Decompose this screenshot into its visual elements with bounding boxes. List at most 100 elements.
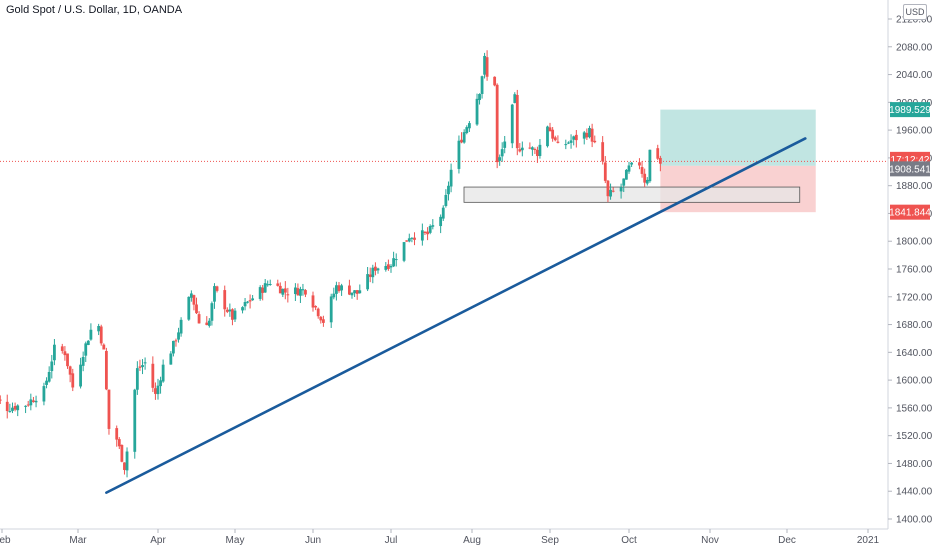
- y-tick-label: 1440.000: [896, 487, 932, 498]
- candle: [518, 143, 522, 153]
- candle: [533, 147, 537, 155]
- candle: [311, 291, 315, 312]
- candle-body: [32, 400, 35, 403]
- candle: [97, 323, 101, 336]
- x-tick-label: Aug: [463, 535, 481, 546]
- candle-body: [241, 307, 244, 311]
- candle: [384, 262, 388, 272]
- drawing-layer[interactable]: [0, 109, 888, 213]
- trendline-layer[interactable]: [105, 137, 807, 494]
- candle: [582, 130, 586, 145]
- candle: [263, 279, 267, 293]
- candle: [0, 395, 2, 404]
- candle-body: [243, 302, 247, 307]
- candle-body: [156, 385, 160, 395]
- candle-body: [609, 189, 612, 197]
- candle: [585, 128, 589, 141]
- candle: [29, 393, 33, 411]
- y-tick-label: 2120.000: [896, 15, 932, 26]
- candle-body: [29, 399, 33, 406]
- candle-body: [266, 284, 270, 286]
- candle: [53, 339, 56, 366]
- candle: [13, 402, 17, 412]
- candle: [11, 402, 14, 414]
- y-tick-label: 1800.000: [896, 237, 932, 248]
- candle: [228, 303, 232, 317]
- candle: [465, 125, 469, 135]
- candle-body: [553, 137, 557, 141]
- candle-body: [24, 405, 27, 407]
- candle: [569, 134, 573, 149]
- candle-body: [569, 140, 573, 143]
- candle: [283, 281, 287, 300]
- candle: [500, 142, 504, 162]
- candle-body: [500, 149, 504, 157]
- candle-body: [187, 296, 191, 320]
- candle-body: [585, 132, 589, 138]
- candle-body: [413, 237, 416, 240]
- candle-body: [593, 140, 597, 143]
- candle-body: [102, 344, 106, 350]
- candle: [207, 318, 211, 328]
- trendline[interactable]: [105, 137, 807, 494]
- candle: [556, 135, 560, 144]
- candle: [133, 388, 137, 459]
- candle-body: [483, 55, 486, 75]
- candle-body: [97, 326, 101, 332]
- candle: [530, 146, 534, 156]
- candle: [536, 146, 539, 163]
- candle: [337, 282, 341, 293]
- x-tick-label: Sep: [541, 535, 559, 546]
- candle-body: [405, 240, 409, 242]
- candle: [301, 283, 305, 296]
- y-tick-label: 1680.000: [896, 320, 932, 331]
- candle-body: [423, 231, 427, 233]
- candle-body: [480, 76, 484, 94]
- candle: [189, 290, 193, 302]
- candle-body: [645, 179, 649, 184]
- candle: [174, 338, 178, 347]
- currency-button[interactable]: USD: [903, 4, 927, 20]
- candle: [374, 262, 377, 276]
- candle: [296, 283, 300, 296]
- candle: [515, 89, 519, 156]
- candle-body: [189, 293, 193, 298]
- candle-body: [444, 194, 448, 206]
- candle-body: [177, 332, 180, 340]
- support-zone-box[interactable]: [463, 186, 801, 203]
- candle-body: [520, 147, 524, 151]
- candle-body: [389, 265, 393, 268]
- candle: [355, 289, 359, 300]
- candle: [5, 394, 9, 419]
- candle-body: [117, 439, 121, 447]
- candle: [444, 189, 448, 208]
- candle: [593, 135, 597, 144]
- candle-body: [538, 144, 542, 156]
- candle: [210, 301, 214, 326]
- candle: [546, 125, 549, 148]
- candle: [223, 285, 227, 317]
- candle-body: [410, 237, 414, 239]
- candle: [405, 240, 409, 242]
- candle: [353, 290, 356, 297]
- candle-body: [374, 266, 377, 271]
- candle: [304, 289, 307, 298]
- candle: [251, 295, 255, 301]
- candle-body: [503, 141, 507, 148]
- candle-body: [104, 350, 108, 390]
- candle-body: [89, 329, 93, 340]
- candle: [16, 404, 20, 417]
- candle: [278, 282, 282, 294]
- price-label-entry: 1908.541: [889, 161, 931, 177]
- candle-body: [426, 231, 429, 235]
- candle-body: [447, 185, 450, 195]
- candle: [643, 168, 647, 187]
- candle-body: [420, 230, 424, 241]
- take-profit-zone[interactable]: [660, 109, 816, 166]
- candle-body: [314, 305, 317, 308]
- candle-body: [402, 242, 406, 261]
- candle: [656, 144, 660, 161]
